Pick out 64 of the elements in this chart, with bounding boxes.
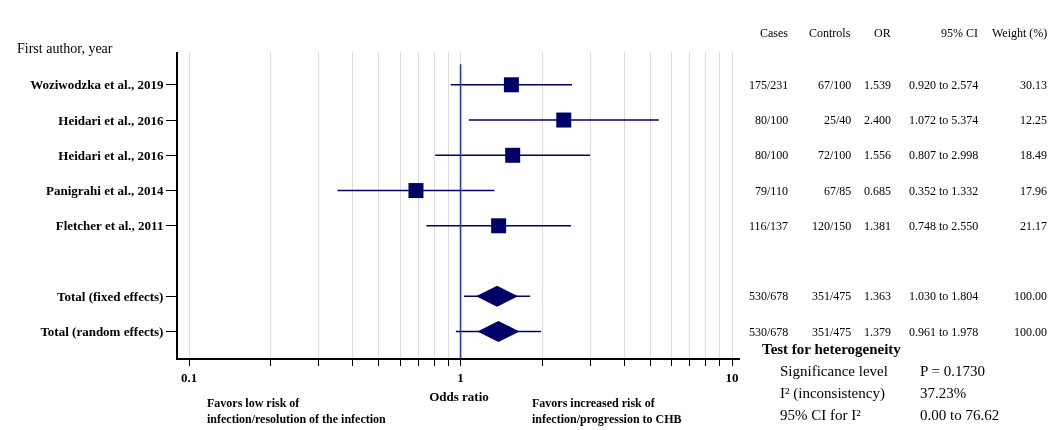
- point: [503, 77, 519, 93]
- text: 37.23%: [920, 385, 967, 401]
- y-tick-label: Heidari et al., 2016: [58, 112, 164, 128]
- data-label: 1.539: [864, 78, 891, 92]
- x-axis-title: Odds ratio: [429, 388, 489, 404]
- y-tick-label: Heidari et al., 2016: [58, 147, 164, 163]
- y-tick-label: Total (random effects): [40, 324, 164, 340]
- text: 351/475: [812, 325, 852, 339]
- y-tick-label: Total (fixed effects): [57, 288, 164, 304]
- text: 100.00: [1014, 289, 1047, 303]
- data-label: 1.556: [864, 148, 891, 162]
- text: 30.13: [1020, 78, 1047, 92]
- text: I² (inconsistency): [780, 385, 885, 402]
- text: OR: [874, 26, 891, 40]
- data-label: 1.381: [864, 219, 891, 233]
- text: 12.25: [1020, 113, 1047, 127]
- y-tick-label: Woziwodzka et al., 2019: [30, 77, 164, 93]
- data-label: 0.685: [864, 184, 891, 198]
- text: 17.96: [1020, 184, 1047, 198]
- text: 0.00 to 76.62: [920, 407, 1000, 423]
- text: 1.072 to 5.374: [909, 113, 979, 127]
- text: 95% CI for I²: [780, 407, 862, 423]
- text: Test for heterogeneity: [762, 341, 902, 357]
- text: 116/137: [749, 219, 788, 233]
- text: 0.748 to 2.550: [909, 219, 979, 233]
- text: 79/110: [755, 184, 788, 198]
- text: 530/678: [749, 325, 789, 339]
- text: 0.807 to 2.998: [909, 148, 979, 162]
- text: 1.363: [864, 289, 891, 303]
- text: 21.17: [1020, 219, 1047, 233]
- x-tick-label: 10: [725, 369, 739, 385]
- text: 25/40: [824, 113, 852, 127]
- x-tick-label: 1: [457, 369, 464, 385]
- text: 72/100: [818, 148, 852, 162]
- text: 0.961 to 1.978: [909, 325, 979, 339]
- text: 351/475: [812, 289, 852, 303]
- text: Favors increased risk of infection/progression to CHB: [532, 396, 682, 426]
- text: Cases: [760, 26, 789, 40]
- data-label: 2.400: [864, 113, 891, 127]
- x-tick-label: 0.1: [180, 369, 198, 385]
- text: 530/678: [749, 289, 789, 303]
- text: 67/85: [824, 184, 852, 198]
- text: 67/100: [818, 78, 852, 92]
- text: Weight (%): [992, 26, 1048, 40]
- text: 80/100: [755, 148, 789, 162]
- text: Favors low risk of infection/resolution of the infection: [207, 396, 387, 426]
- text: P = 0.1730: [920, 363, 985, 379]
- text: 120/150: [812, 219, 852, 233]
- point: [491, 218, 507, 234]
- text: 175/231: [749, 78, 789, 92]
- text: Controls: [809, 26, 851, 40]
- text: 1.379: [864, 325, 891, 339]
- y-tick-label: Fletcher et al., 2011: [55, 218, 164, 234]
- text: 95% CI: [941, 26, 978, 40]
- text: First author, year: [17, 41, 113, 56]
- text: 1.030 to 1.804: [909, 289, 979, 303]
- text: 80/100: [755, 113, 789, 127]
- text: 0.920 to 2.574: [909, 78, 979, 92]
- text: 0.352 to 1.332: [909, 184, 979, 198]
- y-tick-label: Panigrahi et al., 2014: [46, 183, 164, 199]
- point: [505, 147, 521, 163]
- text: 18.49: [1020, 148, 1047, 162]
- text: 100.00: [1014, 325, 1047, 339]
- text: Significance level: [780, 363, 888, 379]
